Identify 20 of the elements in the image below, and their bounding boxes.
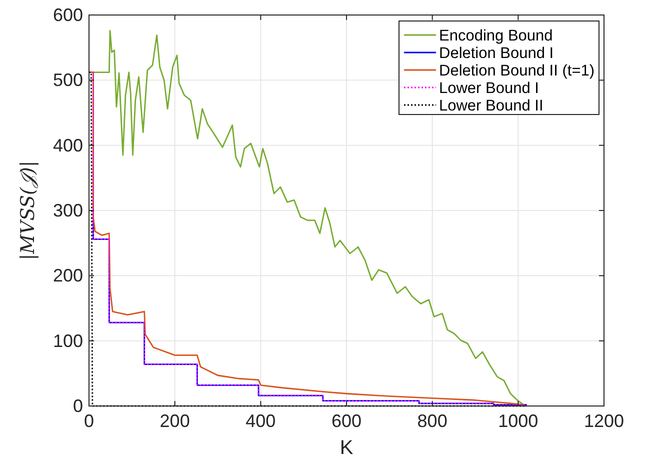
x-tick-label: 200 — [160, 411, 190, 431]
y-tick-label: 100 — [52, 330, 83, 351]
y-tick-label: 400 — [52, 135, 83, 156]
legend-label: Deletion Bound I — [439, 45, 554, 62]
y-tick-label: 500 — [52, 70, 83, 90]
x-tick-label: 400 — [246, 411, 276, 431]
legend-label: Lower Bound I — [439, 80, 539, 97]
legend-label: Encoding Bound — [439, 28, 553, 44]
y-tick-label: 0 — [72, 396, 83, 416]
x-axis-title: K — [340, 437, 354, 459]
y-tick-label: 200 — [52, 266, 83, 286]
x-tick-label: 800 — [417, 411, 448, 431]
legend-label: Lower Bound II — [439, 98, 544, 114]
x-tick-label: 1000 — [498, 411, 538, 431]
x-tick-label: 1200 — [584, 411, 624, 431]
y-tick-label: 600 — [52, 5, 83, 25]
x-tick-label: 600 — [331, 411, 362, 431]
legend-label: Deletion Bound II (t=1) — [439, 62, 595, 80]
y-axis-title: |MVSS(𝒥)| — [17, 160, 39, 260]
y-tick-label: 300 — [52, 200, 83, 220]
